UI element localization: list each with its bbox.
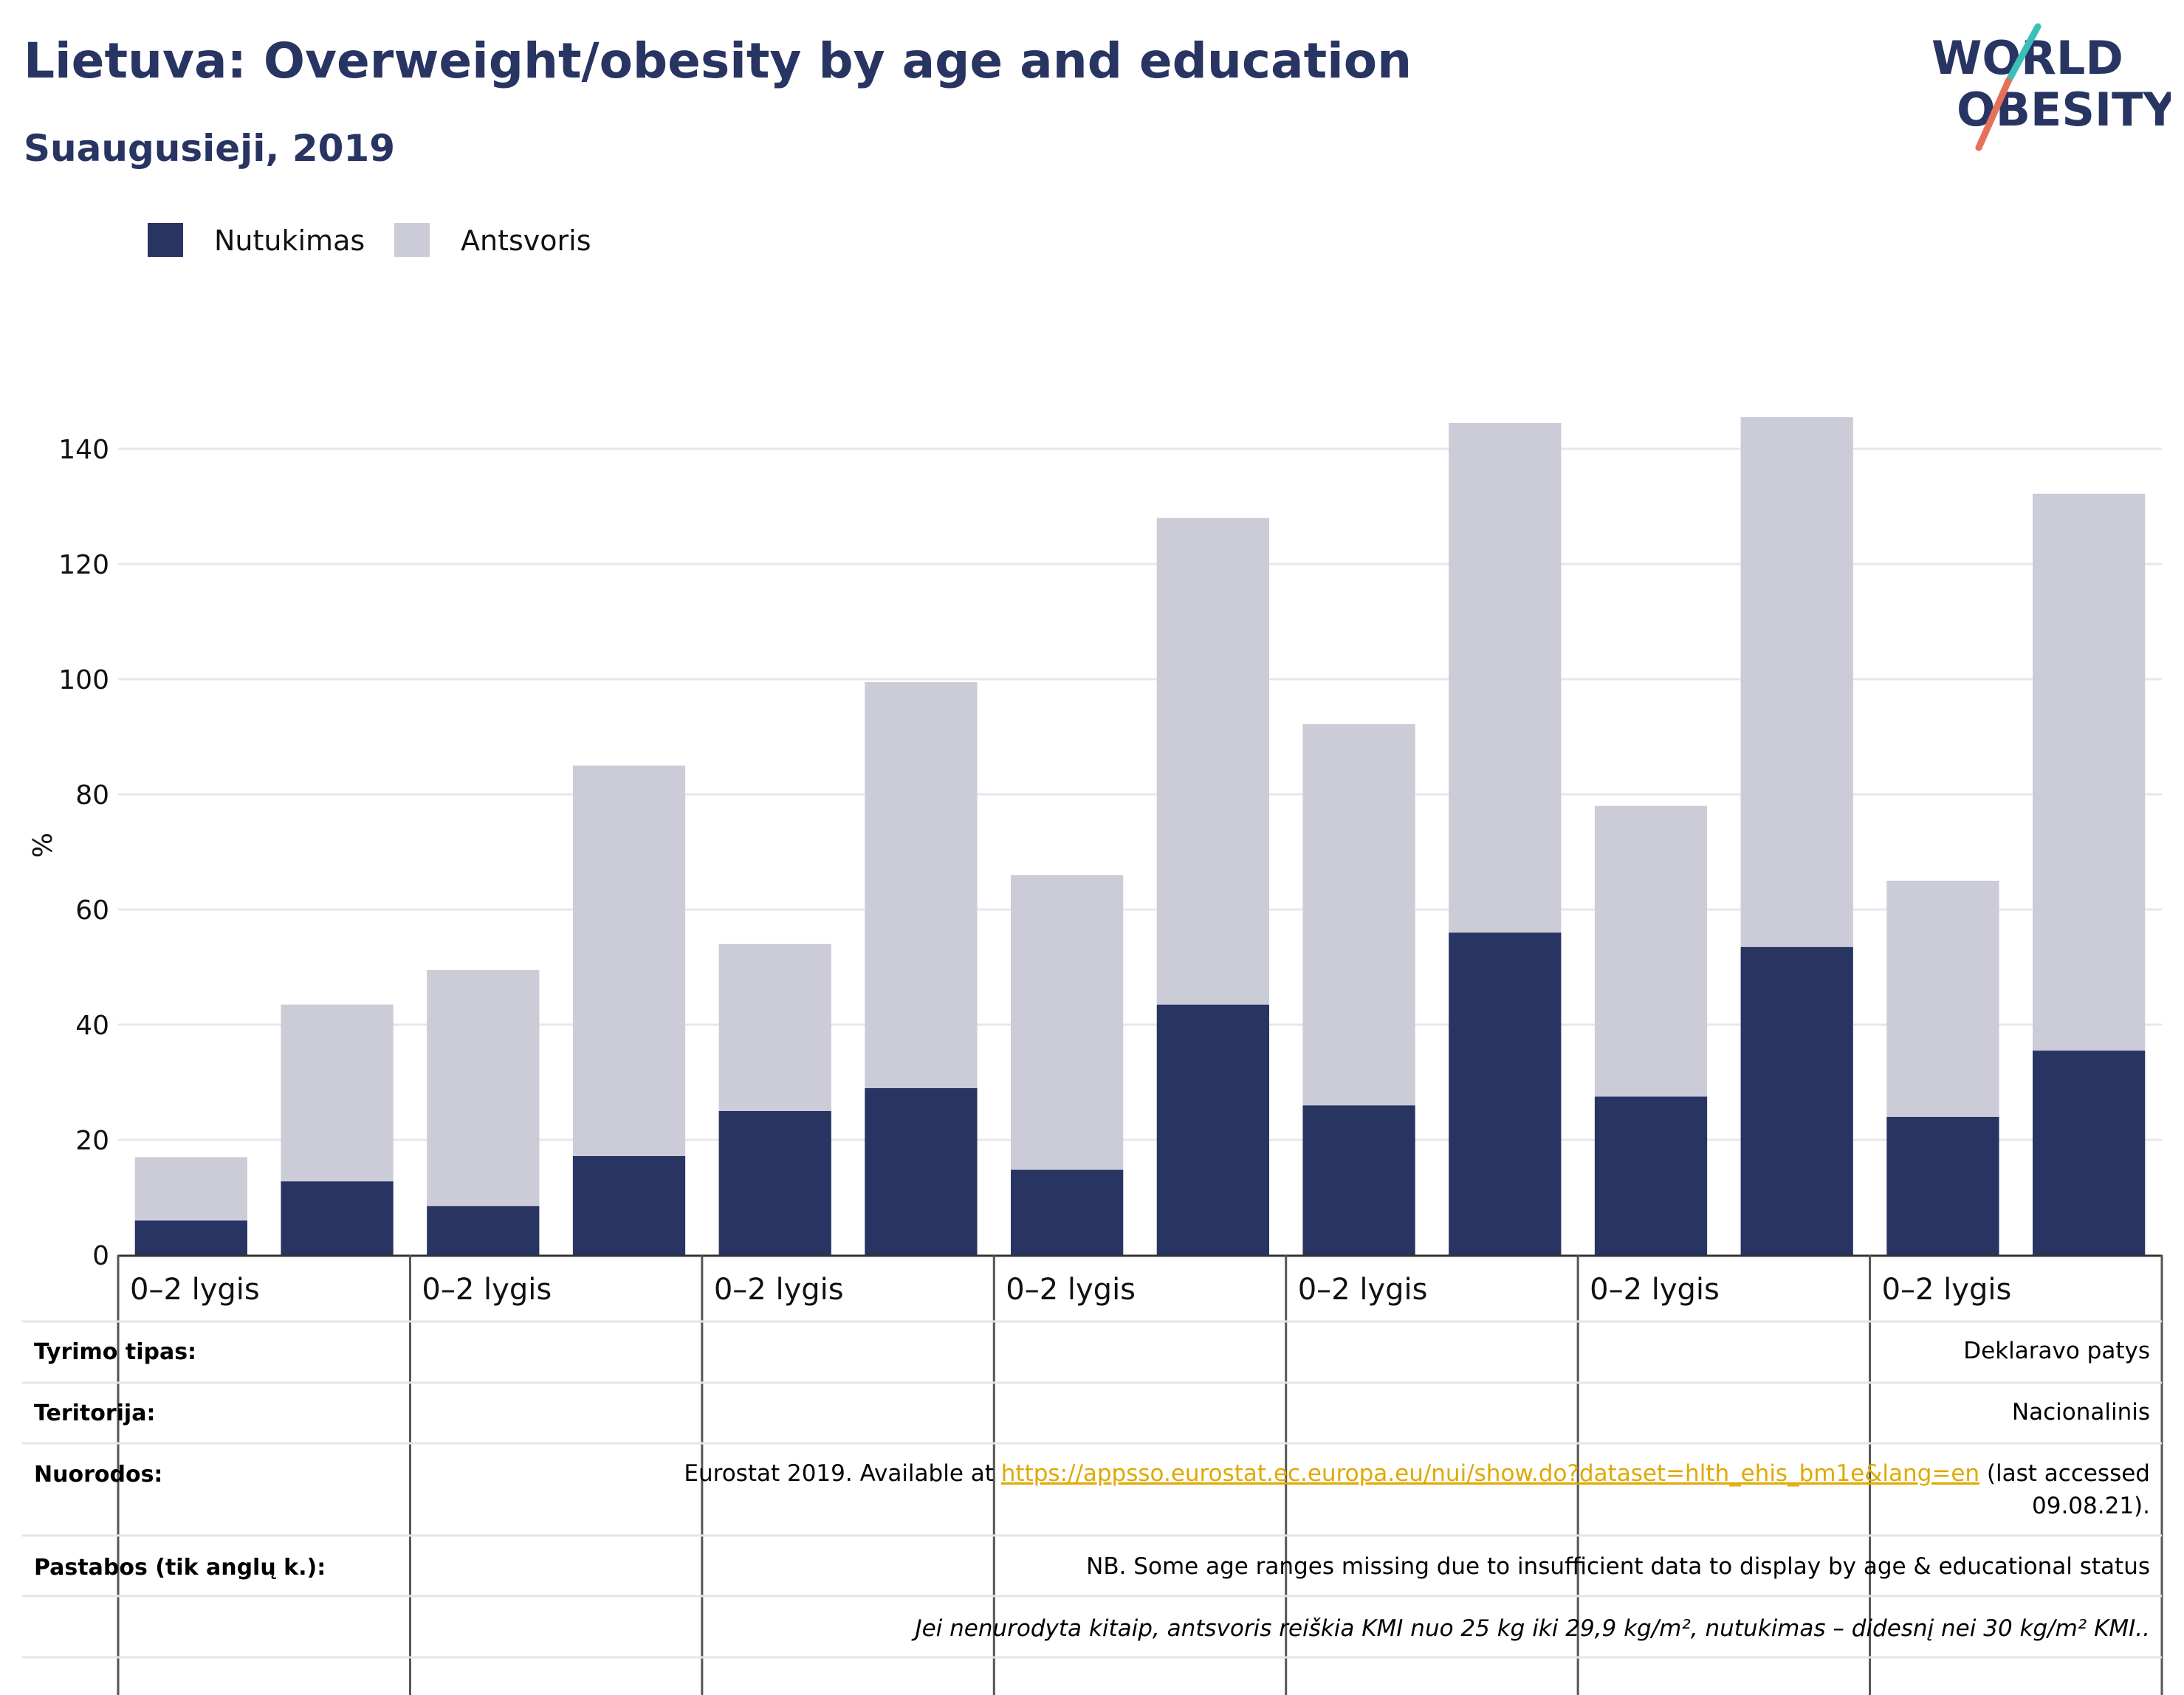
bar-nutukimas [572,1155,686,1255]
survey-type-value: Deklaravo patys [1963,1338,2150,1364]
bar-antsvoris [718,943,831,1111]
references-link[interactable]: https://appsso.eurostat.ec.europa.eu/nui… [1000,1460,1980,1487]
bar-antsvoris [134,1157,247,1221]
page-title: Lietuva: Overweight/obesity by age and e… [24,32,1412,89]
bar-antsvoris [1011,875,1124,1170]
bar-nutukimas [1156,1004,1269,1255]
y-tick-label: 60 [75,895,109,926]
bar-nutukimas [718,1111,831,1255]
references-date: 09.08.21). [2032,1493,2150,1519]
bar-antsvoris [1156,518,1269,1005]
logo-teal-stroke [2005,23,2042,85]
legend-swatch-antsvoris [394,223,430,257]
y-tick-label: 100 [58,665,109,695]
legend-label-antsvoris: Antsvoris [461,224,591,257]
bar-nutukimas [1886,1116,1999,1255]
bar-nutukimas [1011,1169,1124,1255]
legend-swatch-nutukimas [148,223,183,257]
bar-antsvoris [865,681,978,1088]
bar-nutukimas [427,1206,540,1255]
y-tick-label: 80 [75,780,109,811]
bar-nutukimas [2033,1051,2146,1255]
bar-antsvoris [2033,493,2146,1051]
y-tick-label: 20 [75,1126,109,1156]
legend-item-nutukimas: Nutukimas [148,221,369,258]
territory-value: Nacionalinis [2011,1399,2150,1426]
references-value: Eurostat 2019. Available at https://apps… [684,1460,2150,1487]
bar-antsvoris [1740,417,1853,947]
bar-nutukimas [1302,1105,1415,1255]
bar-antsvoris [572,766,686,1156]
y-tick-label: 0 [92,1241,109,1271]
references-suffix: (last accessed [1979,1460,2150,1487]
bar-nutukimas [865,1087,978,1255]
bar-nutukimas [281,1181,394,1255]
x-group-label: 0–2 lygis [1298,1273,1428,1307]
bar-nutukimas [1449,932,1562,1255]
definition-note: Jei nenurodyta kitaip, antsvoris reiškia… [915,1615,2150,1642]
y-tick-label: 120 [58,550,109,580]
legend-label-nutukimas: Nutukimas [214,224,365,257]
logo-coral-stroke [1975,78,2012,151]
bar-antsvoris [1449,422,1562,933]
bar-nutukimas [1594,1096,1708,1255]
y-tick-label: 140 [58,435,109,465]
bar-antsvoris [1594,805,1708,1097]
y-tick-label: 40 [75,1011,109,1041]
x-group-label: 0–2 lygis [422,1273,552,1307]
x-group-label: 0–2 lygis [1882,1273,2012,1307]
notes-label: Pastabos (tik anglų k.): [34,1555,326,1581]
legend-item-antsvoris: Antsvoris [394,221,616,258]
references-prefix: Eurostat 2019. Available at [684,1460,1001,1487]
x-group-label: 0–2 lygis [130,1273,260,1307]
page-subtitle: Suaugusieji, 2019 [24,127,395,170]
x-group-label: 0–2 lygis [1006,1273,1136,1307]
bar-antsvoris [1886,881,1999,1117]
x-group-label: 0–2 lygis [714,1273,844,1307]
notes-value: NB. Some age ranges missing due to insuf… [1086,1553,2150,1580]
x-group-label: 0–2 lygis [1590,1273,1720,1307]
bar-antsvoris [1302,723,1415,1106]
survey-type-label: Tyrimo tipas: [34,1339,197,1365]
y-axis-label: % [28,833,58,858]
territory-label: Teritorija: [34,1400,156,1426]
bar-nutukimas [134,1220,247,1255]
bar-antsvoris [427,969,540,1206]
bar-antsvoris [281,1004,394,1182]
references-label: Nuorodos: [34,1462,163,1488]
world-obesity-logo: WORLD OBESITY [1931,23,2171,151]
bar-nutukimas [1740,946,1853,1255]
